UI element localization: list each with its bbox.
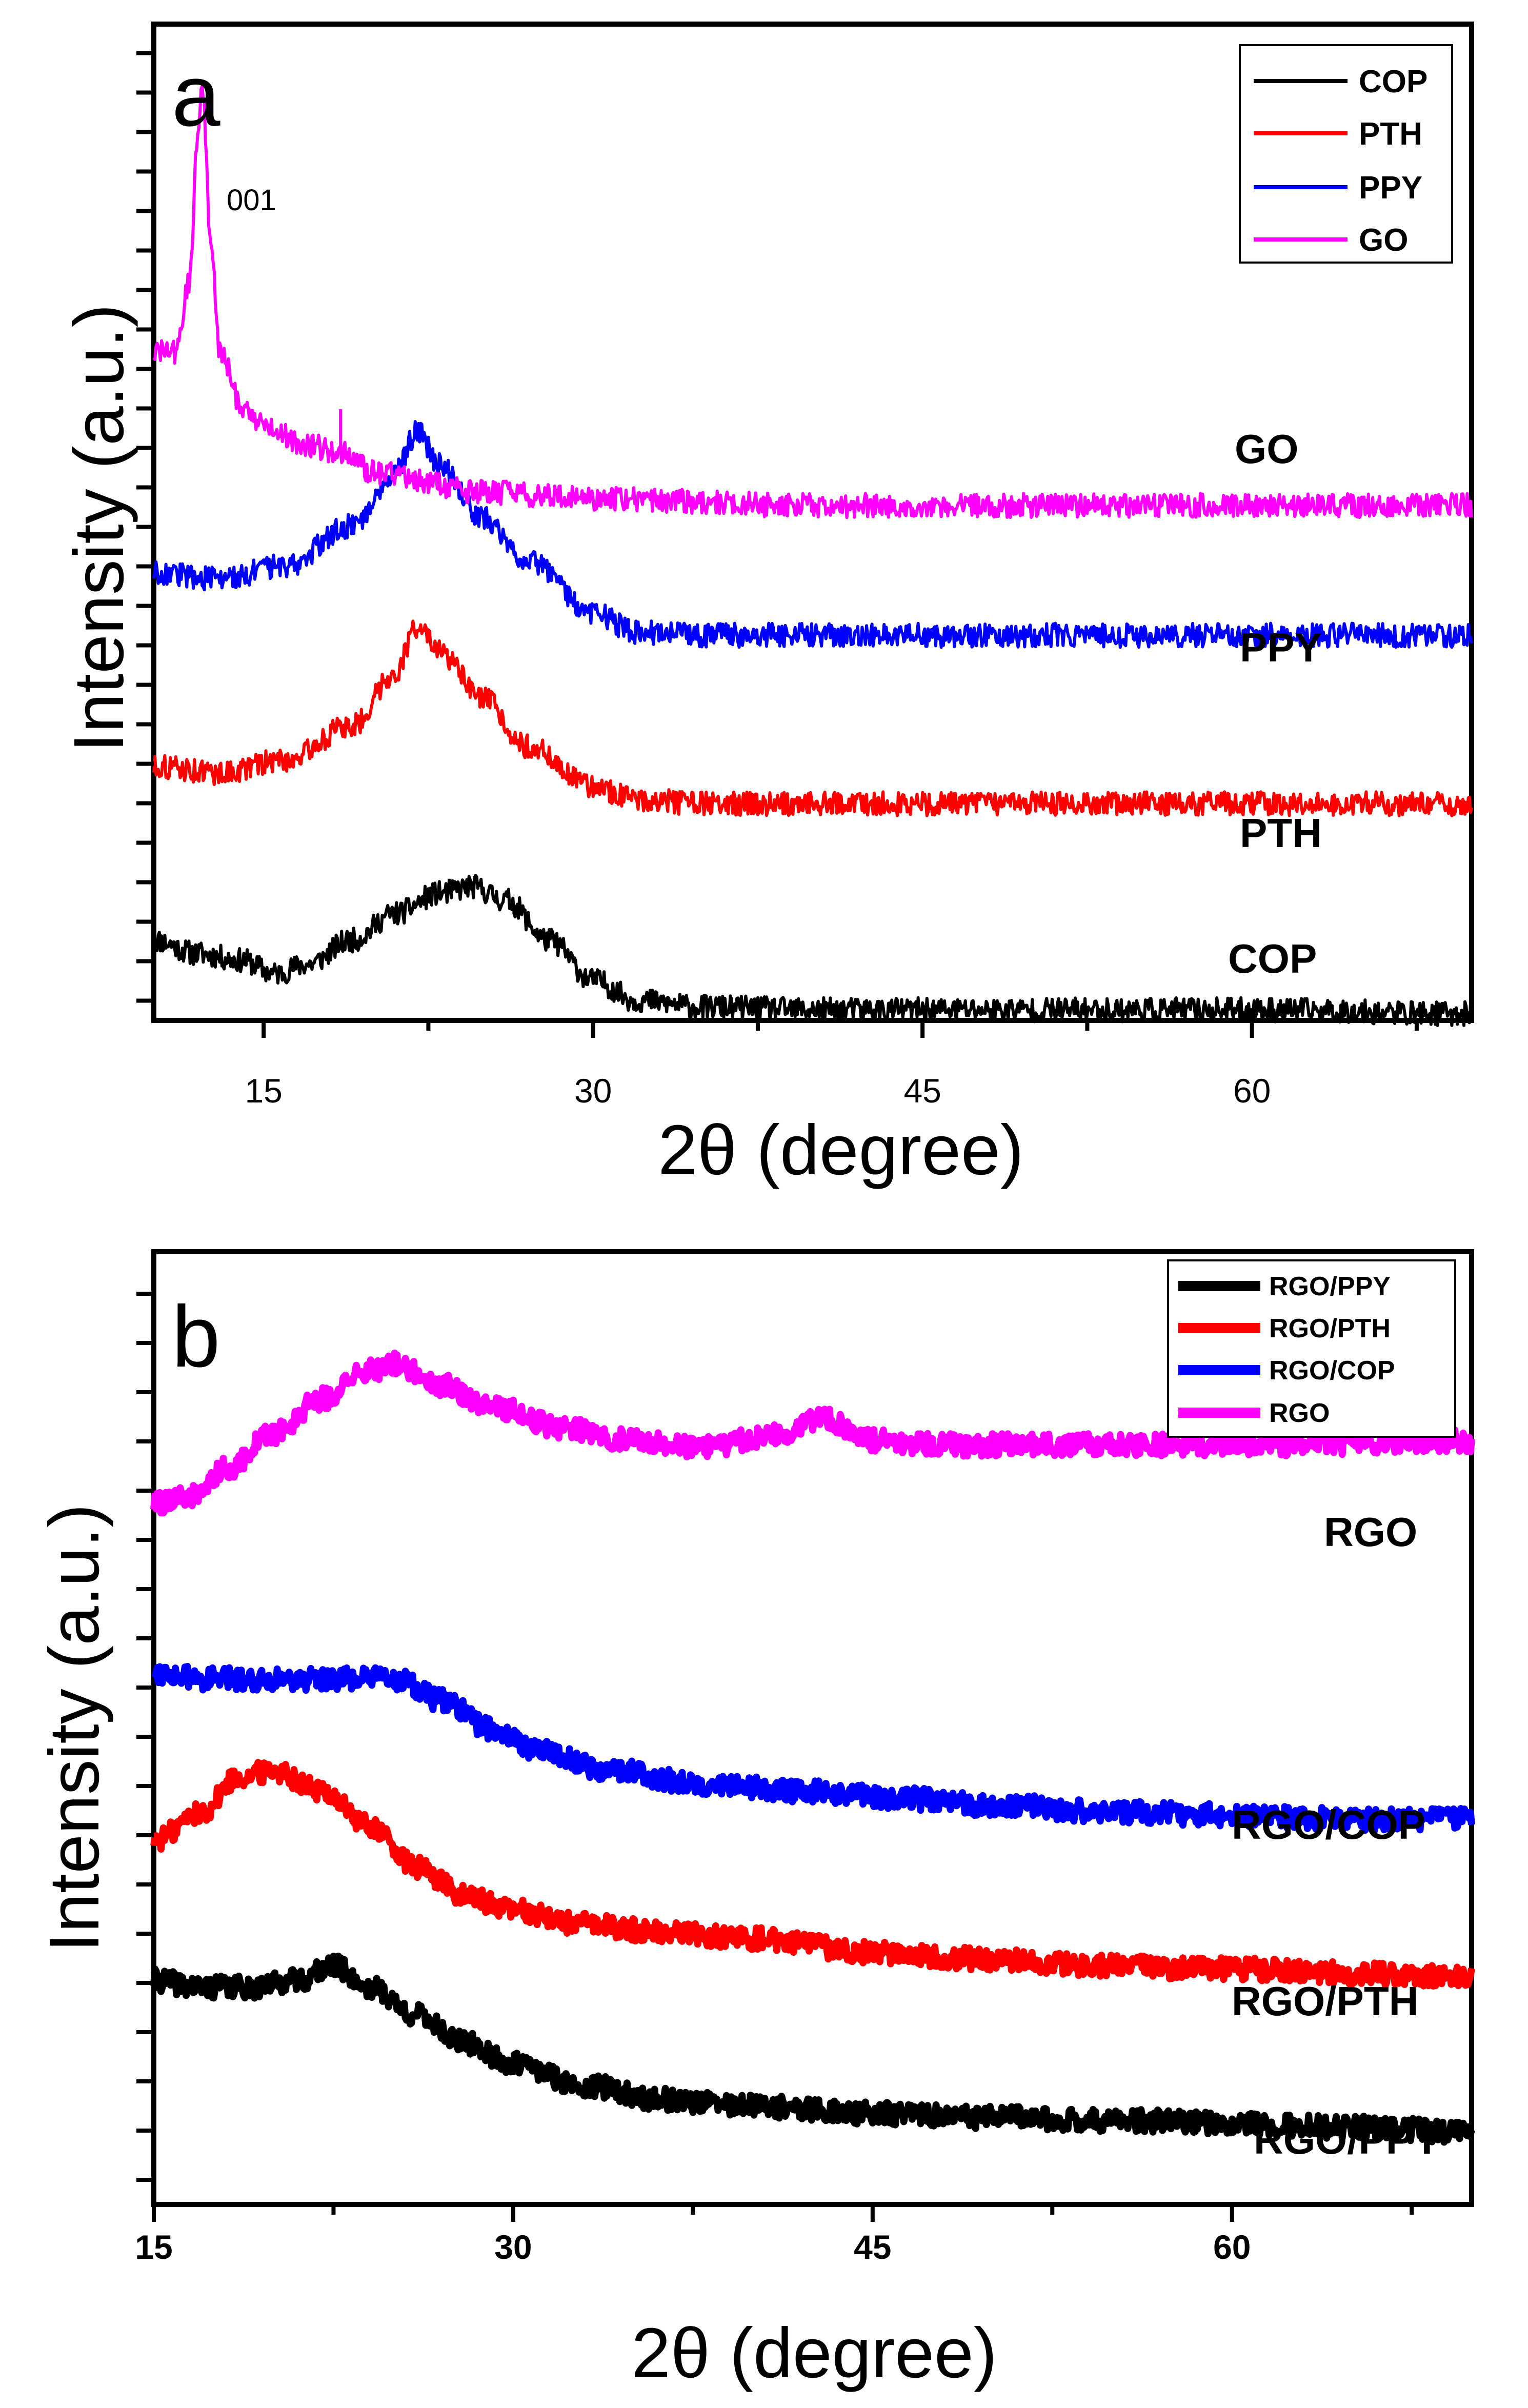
panel-b-series-label-rgo-pth: RGO/PTH [1232,1978,1418,2024]
panel-b-series-label-rgo-ppy: RGO/PPY [1254,2117,1441,2162]
panel-a-y-axis-label: Intensity (a.u.) [59,304,138,752]
panel-a-ticks: 15 30 45 60 [136,51,1419,1110]
panel-a-legend-label-pth: PTH [1359,116,1422,152]
series-line-ppy [152,420,1473,649]
panel-b-legend: RGO/PPY RGO/PTH RGO/COP RGO [1167,1259,1456,1438]
panel-a-legend: COP PTH PPY GO [1239,44,1453,264]
x-tick-label: 30 [574,1072,612,1110]
series-line-rgo-cop [151,1662,1475,1834]
panel-b-legend-label-rgo-ppy: RGO/PPY [1269,1272,1391,1301]
panel-a-series-label-pth: PTH [1240,810,1322,856]
panel-b-series-label-rgo-cop: RGO/COP [1232,1802,1425,1848]
panel-a-series-label-cop: COP [1228,936,1317,981]
series-line-rgo-pth [150,1759,1475,1990]
x-tick-label: 45 [854,2228,891,2266]
panel-b-legend-label-rgo-cop: RGO/COP [1269,1356,1395,1386]
series-line-go [152,85,1473,519]
panel-a-letter: a [172,47,220,145]
x-tick-label: 60 [1213,2228,1251,2266]
panel-a-annotation: 001 [227,184,276,217]
panel-a-legend-label-ppy: PPY [1359,170,1422,206]
panel-b-y-axis-label: Intensity (a.u.) [35,1504,114,1952]
panel-a-series-label-ppy: PPY [1240,625,1322,670]
panel-b-letter: b [172,1288,220,1386]
series-line-cop [153,874,1473,1027]
panel-a: 15 30 45 60 a 001 GO PPY PTH COP Intensity … [59,22,1474,1190]
x-tick-label: 15 [245,1072,282,1110]
panel-a-curves [152,85,1473,1027]
panel-a-frame [151,22,1474,1023]
panel-b-x-axis-label: 2θ (degree) [631,2314,997,2393]
x-tick-label: 60 [1233,1072,1271,1110]
panel-b-frame [151,1249,1474,2207]
panel-b-legend-label-rgo: RGO [1269,1398,1330,1428]
panel-a-legend-label-cop: COP [1359,64,1428,99]
panel-b-series-label-rgo: RGO [1324,1509,1417,1555]
series-line-pth [152,619,1473,817]
x-tick-label: 45 [903,1072,941,1110]
series-line-rgo-ppy [150,1952,1475,2146]
x-tick-label: 30 [494,2228,532,2266]
panel-b-legend-label-rgo-pth: RGO/PTH [1269,1314,1391,1343]
panel-b-ticks: 15 30 45 60 [135,1292,1414,2266]
panel-b: 15 30 45 60 b RGO RGO/COP RGO/PTH RGO/PPY I… [35,1249,1475,2393]
panel-a-series-label-go: GO [1235,426,1298,472]
x-tick-label: 15 [135,2228,172,2266]
panel-a-legend-label-go: GO [1359,223,1408,258]
panel-a-x-axis-label: 2θ (degree) [658,1111,1023,1190]
